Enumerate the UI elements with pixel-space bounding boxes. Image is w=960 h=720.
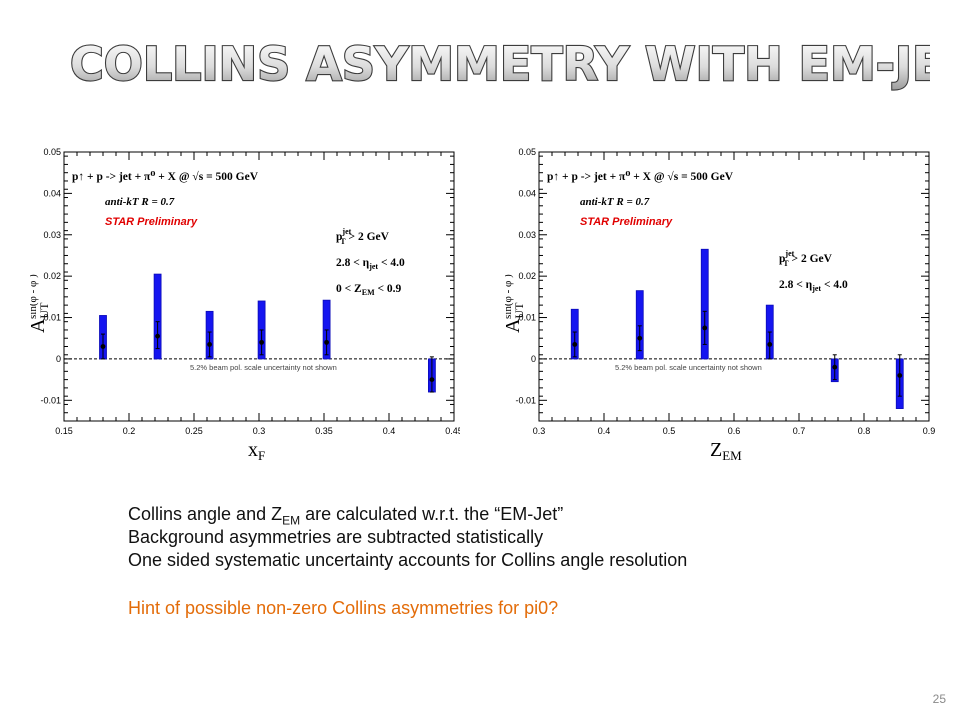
- collins-vs-zem-plot: 0.3 0.4 0.5 0.6 0.7 0.8 0.9 -0.01 0 0.01 0.02 0.03 0…: [505, 138, 935, 468]
- data-point: [324, 339, 329, 345]
- bullet-background: Background asymmetries are subtracted st…: [128, 527, 544, 547]
- data-point: [155, 333, 160, 339]
- summary-bullets: Collins angle and ZEM are calculated w.r…: [128, 503, 888, 620]
- data-point: [259, 339, 264, 345]
- data-point: [572, 342, 578, 347]
- x-axis-title: ZEM: [710, 439, 742, 463]
- x-tick-label: 0.4: [598, 426, 611, 436]
- beam-polarization-note: 5.2% beam pol. scale uncertainty not sho…: [190, 363, 337, 372]
- data-point: [100, 344, 106, 349]
- collins-vs-xf-plot: 0.15 0.2 0.25 0.3 0.35 0.4 0.45 -0.01 0 0.01 0.02 0…: [30, 138, 460, 468]
- x-tick-label: 0.35: [315, 426, 333, 436]
- x-tick-label: 0.8: [858, 426, 871, 436]
- y-axis-title-superscript: sin(φ - φ ): [30, 274, 39, 319]
- y-tick-label: 0.04: [43, 188, 61, 198]
- bullet-collins-angle: Collins angle and ZEM are calculated w.r…: [128, 504, 564, 528]
- x-tick-label: 0.4: [383, 426, 396, 436]
- y-tick-label: 0.01: [518, 313, 536, 323]
- algorithm-label: anti-kT R = 0.7: [580, 196, 650, 208]
- bullet-systematics: One sided systematic uncertainty account…: [128, 550, 688, 570]
- star-preliminary-label: STAR Preliminary: [580, 216, 673, 228]
- collins-vs-zem-svg: 0.3 0.4 0.5 0.6 0.7 0.8 0.9 -0.01 0 0.01 0.02 0.03 0…: [505, 147, 935, 463]
- data-point: [429, 377, 435, 383]
- bullet-hint: Hint of possible non-zero Collins asymme…: [128, 598, 559, 618]
- y-tick-label: 0.02: [43, 271, 61, 281]
- y-axis-title-text: AUT: [505, 302, 526, 333]
- y-axis-title-superscript: sin(φ - φ ): [505, 274, 514, 319]
- collins-vs-xf-svg: 0.15 0.2 0.25 0.3 0.35 0.4 0.45 -0.01 0 0.01 0.02 0…: [30, 147, 460, 463]
- y-tick-label: 0.01: [43, 313, 61, 323]
- star-preliminary-label: STAR Preliminary: [105, 216, 198, 228]
- y-axis-title-text: AUT: [30, 302, 51, 333]
- bullet-spacer: [128, 572, 888, 597]
- algorithm-label: anti-kT R = 0.7: [105, 196, 175, 208]
- data-point: [767, 342, 773, 347]
- y-tick-label: 0.05: [43, 147, 61, 157]
- x-axis-title: xF: [248, 439, 265, 463]
- x-tick-label: 0.2: [123, 426, 136, 436]
- plot-frame: [538, 151, 930, 422]
- reaction-label: p↑ + p -> jet + π⁰ + X @ √s = 500 GeV: [547, 170, 734, 183]
- cut-label: pjet T > 2 GeV: [779, 249, 833, 268]
- y-tick-label: 0: [531, 354, 536, 364]
- slide-title: COLLINS ASYMMETRY WITH EM-JET: [70, 36, 930, 92]
- data-point: [897, 373, 903, 378]
- x-tick-label: 0.25: [185, 426, 203, 436]
- y-tick-label: 0.03: [43, 230, 61, 240]
- cut-label: 0 < ZEM < 0.9: [336, 283, 402, 297]
- x-tick-label: 0.7: [793, 426, 806, 436]
- data-point: [832, 364, 838, 370]
- x-tick-label: 0.6: [728, 426, 741, 436]
- cut-label: 2.8 < ηjet < 4.0: [779, 279, 848, 293]
- y-tick-label: -0.01: [515, 395, 536, 405]
- x-tick-label: 0.3: [253, 426, 266, 436]
- cut-label: 2.8 < ηjet < 4.0: [336, 257, 405, 271]
- x-tick-label: 0.9: [923, 426, 935, 436]
- y-tick-label: -0.01: [40, 395, 61, 405]
- page-number: 25: [932, 692, 946, 706]
- reaction-label: p↑ + p -> jet + π⁰ + X @ √s = 500 GeV: [72, 170, 259, 183]
- data-point: [637, 335, 643, 341]
- x-tick-label: 0.5: [663, 426, 676, 436]
- y-tick-label: 0: [56, 354, 61, 364]
- y-axis-title: AUTsin(φ - φ ): [505, 274, 526, 333]
- plot-frame: [63, 151, 455, 422]
- x-tick-label: 0.3: [533, 426, 546, 436]
- systematic-band: [153, 273, 162, 360]
- x-tick-label: 0.15: [55, 426, 73, 436]
- y-tick-label: 0.04: [518, 188, 536, 198]
- systematic-band: [635, 290, 644, 360]
- bullet-zem-subscript: EM: [282, 513, 301, 528]
- data-point: [702, 325, 708, 331]
- data-point: [207, 342, 213, 347]
- slide-title-text: COLLINS ASYMMETRY WITH EM-JET: [70, 37, 930, 91]
- beam-polarization-note: 5.2% beam pol. scale uncertainty not sho…: [615, 363, 762, 372]
- y-tick-label: 0.03: [518, 230, 536, 240]
- y-tick-label: 0.02: [518, 271, 536, 281]
- y-tick-label: 0.05: [518, 147, 536, 157]
- y-axis-title: AUTsin(φ - φ ): [30, 274, 51, 333]
- cut-label: pjet T > 2 GeV: [336, 227, 390, 246]
- systematic-band: [700, 248, 709, 360]
- x-tick-label: 0.45: [445, 426, 460, 436]
